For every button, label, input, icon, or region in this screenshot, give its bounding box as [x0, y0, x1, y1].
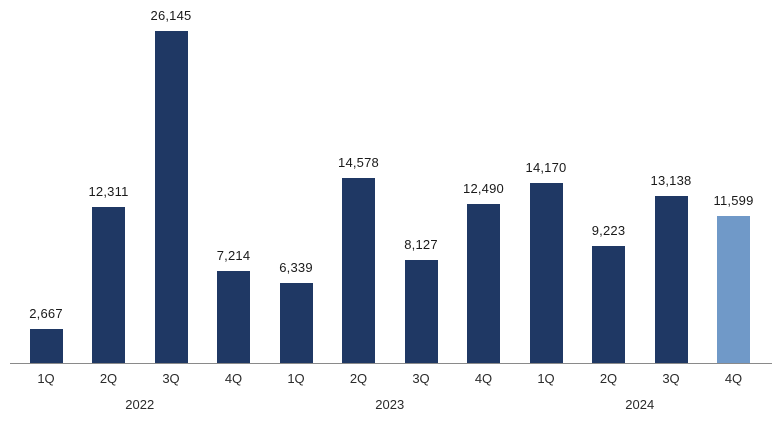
- bar-1q-2023: [279, 283, 313, 363]
- x-tick-label: 4Q: [724, 371, 743, 386]
- bar-value-label: 8,127: [404, 237, 438, 252]
- bar-1q-2024: [529, 183, 563, 363]
- bar-value-label: 12,490: [463, 181, 504, 196]
- bar-value-label: 9,223: [591, 223, 626, 238]
- bar-value-label: 14,578: [338, 155, 379, 170]
- bar-4q-2022: [217, 271, 250, 363]
- bar-2q-2024: [592, 246, 625, 363]
- x-tick-label: 4Q: [224, 371, 243, 386]
- bar-value-label: 13,138: [650, 173, 692, 188]
- x-tick-label: 1Q: [287, 371, 305, 386]
- bar-value-label: 26,145: [150, 8, 192, 23]
- bar-value-label: 7,214: [216, 248, 251, 263]
- bar-4q-2024: [717, 216, 750, 363]
- year-label: 2022: [125, 397, 155, 412]
- bar-value-label: 12,311: [88, 184, 129, 199]
- bar-2q-2022: [92, 207, 125, 363]
- bar-2q-2023: [342, 178, 375, 363]
- bar-value-label: 6,339: [279, 260, 313, 275]
- x-tick-label: 2Q: [349, 371, 368, 386]
- x-tick-label: 1Q: [37, 371, 55, 386]
- bar-value-label: 2,667: [29, 306, 63, 321]
- bar-4q-2023: [467, 204, 500, 363]
- x-tick-label: 4Q: [474, 371, 493, 386]
- bar-value-label: 11,599: [713, 193, 754, 208]
- x-tick-label: 2Q: [599, 371, 618, 386]
- x-tick-label: 2Q: [99, 371, 118, 386]
- bar-value-label: 14,170: [525, 160, 567, 175]
- year-label: 2024: [625, 397, 655, 412]
- bar-3q-2022: [154, 31, 188, 363]
- x-tick-label: 3Q: [412, 371, 430, 386]
- year-label: 2023: [375, 397, 405, 412]
- bar-3q-2024: [654, 196, 688, 363]
- x-tick-label: 3Q: [162, 371, 180, 386]
- bar-1q-2022: [29, 329, 63, 363]
- bar-3q-2023: [404, 260, 438, 363]
- x-tick-label: 1Q: [537, 371, 555, 386]
- x-axis-line: [10, 363, 772, 364]
- x-tick-label: 3Q: [662, 371, 680, 386]
